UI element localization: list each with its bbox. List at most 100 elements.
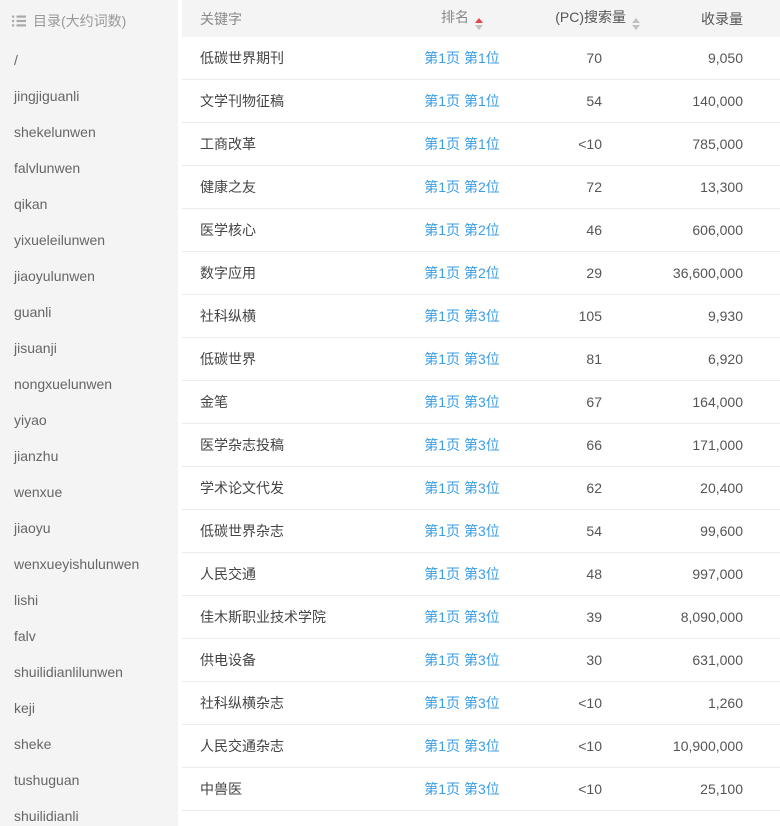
sidebar-item[interactable]: falvlunwen bbox=[14, 160, 81, 176]
sidebar-item[interactable]: guanli bbox=[14, 304, 52, 320]
index-volume-cell: 25,100 bbox=[700, 781, 743, 797]
column-header-keyword: 关键字 bbox=[200, 10, 242, 27]
rank-cell: 第1页 第3位 bbox=[392, 306, 532, 326]
sidebar-item[interactable]: shuilidianlilunwen bbox=[14, 664, 123, 680]
search-volume-cell: 29 bbox=[586, 265, 602, 281]
sidebar-item[interactable]: nongxuelunwen bbox=[14, 376, 113, 392]
table-row: 工商改革 第1页 第1位 <10 785,000 bbox=[182, 123, 780, 166]
sidebar-item[interactable]: / bbox=[14, 52, 18, 68]
rank-link[interactable]: 第1页 第3位 bbox=[424, 308, 500, 324]
keyword-cell: 社科纵横杂志 bbox=[200, 695, 284, 711]
sidebar-item[interactable]: shekelunwen bbox=[14, 124, 96, 140]
table-row: 社科纵横 第1页 第3位 105 9,930 bbox=[182, 295, 780, 338]
index-volume-cell: 164,000 bbox=[692, 394, 743, 410]
sidebar-item[interactable]: wenxueyishulunwen bbox=[14, 556, 140, 572]
index-volume-cell: 36,600,000 bbox=[672, 265, 743, 281]
rank-link[interactable]: 第1页 第3位 bbox=[424, 609, 500, 625]
sidebar-item[interactable]: keji bbox=[14, 700, 36, 716]
table-header: 关键字 排名 (PC)搜索量 收录量 bbox=[182, 0, 780, 37]
rank-link[interactable]: 第1页 第3位 bbox=[424, 437, 500, 453]
rank-cell: 第1页 第3位 bbox=[392, 693, 532, 713]
index-volume-cell: 13,300 bbox=[700, 179, 743, 195]
column-header-search-volume[interactable]: (PC)搜索量 bbox=[532, 7, 642, 30]
sidebar-header: 目录(大约词数) bbox=[0, 0, 178, 42]
rank-link[interactable]: 第1页 第2位 bbox=[424, 265, 500, 281]
rank-link[interactable]: 第1页 第1位 bbox=[424, 50, 500, 66]
sidebar-item[interactable]: lishi bbox=[14, 592, 39, 608]
keyword-cell: 佳木斯职业技术学院 bbox=[200, 609, 326, 625]
rank-cell: 第1页 第3位 bbox=[392, 650, 532, 670]
sidebar-item[interactable]: falv bbox=[14, 628, 36, 644]
table-body: 低碳世界期刊 第1页 第1位 70 9,050 文学刊物征稿 第1页 第1位 54 140,0… bbox=[182, 37, 780, 811]
search-volume-cell: 66 bbox=[586, 437, 602, 453]
keyword-cell: 金笔 bbox=[200, 394, 228, 410]
index-volume-cell: 99,600 bbox=[700, 523, 743, 539]
keyword-cell: 低碳世界杂志 bbox=[200, 523, 284, 539]
rank-cell: 第1页 第3位 bbox=[392, 349, 532, 369]
index-volume-cell: 20,400 bbox=[700, 480, 743, 496]
sidebar-item[interactable]: sheke bbox=[14, 736, 52, 752]
rank-cell: 第1页 第3位 bbox=[392, 736, 532, 756]
search-volume-cell: 67 bbox=[586, 394, 602, 410]
sidebar-item[interactable]: wenxue bbox=[14, 484, 63, 500]
rank-link[interactable]: 第1页 第2位 bbox=[424, 222, 500, 238]
rank-link[interactable]: 第1页 第1位 bbox=[424, 93, 500, 109]
keyword-cell: 低碳世界期刊 bbox=[200, 50, 284, 66]
directory-sidebar: 目录(大约词数) / jingjiguanli shekelunwen falvlun… bbox=[0, 0, 178, 826]
keyword-cell: 数字应用 bbox=[200, 265, 256, 281]
search-volume-cell: 54 bbox=[586, 523, 602, 539]
rank-link[interactable]: 第1页 第3位 bbox=[424, 394, 500, 410]
keyword-cell: 中兽医 bbox=[200, 781, 242, 797]
index-volume-cell: 8,090,000 bbox=[680, 609, 743, 625]
table-row: 佳木斯职业技术学院 第1页 第3位 39 8,090,000 bbox=[182, 596, 780, 639]
column-header-rank[interactable]: 排名 bbox=[392, 7, 532, 30]
rank-cell: 第1页 第1位 bbox=[392, 91, 532, 111]
search-volume-cell: 30 bbox=[586, 652, 602, 668]
column-header-index-volume: 收录量 bbox=[701, 10, 743, 27]
table-row: 医学核心 第1页 第2位 46 606,000 bbox=[182, 209, 780, 252]
rank-link[interactable]: 第1页 第3位 bbox=[424, 652, 500, 668]
keyword-cell: 文学刊物征稿 bbox=[200, 93, 284, 109]
keyword-table: 关键字 排名 (PC)搜索量 收录量 低碳世界期刊 第1页 第1位 70 9,050 文… bbox=[182, 0, 780, 826]
sidebar-item[interactable]: yiyao bbox=[14, 412, 47, 428]
table-row: 中兽医 第1页 第3位 <10 25,100 bbox=[182, 768, 780, 811]
search-volume-cell: 81 bbox=[586, 351, 602, 367]
rank-link[interactable]: 第1页 第3位 bbox=[424, 738, 500, 754]
keyword-cell: 医学核心 bbox=[200, 222, 256, 238]
index-volume-cell: 140,000 bbox=[692, 93, 743, 109]
sidebar-item[interactable]: jiaoyulunwen bbox=[14, 268, 95, 284]
rank-link[interactable]: 第1页 第3位 bbox=[424, 781, 500, 797]
table-row: 人民交通 第1页 第3位 48 997,000 bbox=[182, 553, 780, 596]
rank-cell: 第1页 第3位 bbox=[392, 779, 532, 799]
sidebar-item[interactable]: tushuguan bbox=[14, 772, 80, 788]
sidebar-item[interactable]: jiaoyu bbox=[14, 520, 51, 536]
index-volume-cell: 1,260 bbox=[707, 695, 743, 711]
sidebar-item[interactable]: qikan bbox=[14, 196, 48, 212]
rank-cell: 第1页 第2位 bbox=[392, 220, 532, 240]
sidebar-item[interactable]: jisuanji bbox=[14, 340, 57, 356]
sort-icon-search-volume[interactable] bbox=[632, 18, 640, 30]
index-volume-cell: 631,000 bbox=[692, 652, 743, 668]
keyword-cell: 人民交通杂志 bbox=[200, 738, 284, 754]
search-volume-cell: 54 bbox=[586, 93, 602, 109]
rank-link[interactable]: 第1页 第3位 bbox=[424, 566, 500, 582]
rank-link[interactable]: 第1页 第3位 bbox=[424, 480, 500, 496]
sidebar-item[interactable]: yixueleilunwen bbox=[14, 232, 106, 248]
sidebar-item[interactable]: shuilidianli bbox=[14, 808, 79, 824]
rank-link[interactable]: 第1页 第3位 bbox=[424, 523, 500, 539]
index-volume-cell: 606,000 bbox=[692, 222, 743, 238]
search-volume-cell: 62 bbox=[586, 480, 602, 496]
rank-cell: 第1页 第2位 bbox=[392, 263, 532, 283]
rank-link[interactable]: 第1页 第1位 bbox=[424, 136, 500, 152]
sort-icon-rank[interactable] bbox=[475, 18, 483, 30]
sidebar-item[interactable]: jingjiguanli bbox=[14, 88, 80, 104]
search-volume-cell: 46 bbox=[586, 222, 602, 238]
keyword-cell: 人民交通 bbox=[200, 566, 256, 582]
rank-link[interactable]: 第1页 第2位 bbox=[424, 179, 500, 195]
table-row: 低碳世界 第1页 第3位 81 6,920 bbox=[182, 338, 780, 381]
rank-link[interactable]: 第1页 第3位 bbox=[424, 351, 500, 367]
index-volume-cell: 10,900,000 bbox=[672, 738, 743, 754]
sidebar-item[interactable]: jianzhu bbox=[14, 448, 59, 464]
rank-link[interactable]: 第1页 第3位 bbox=[424, 695, 500, 711]
rank-cell: 第1页 第1位 bbox=[392, 134, 532, 154]
